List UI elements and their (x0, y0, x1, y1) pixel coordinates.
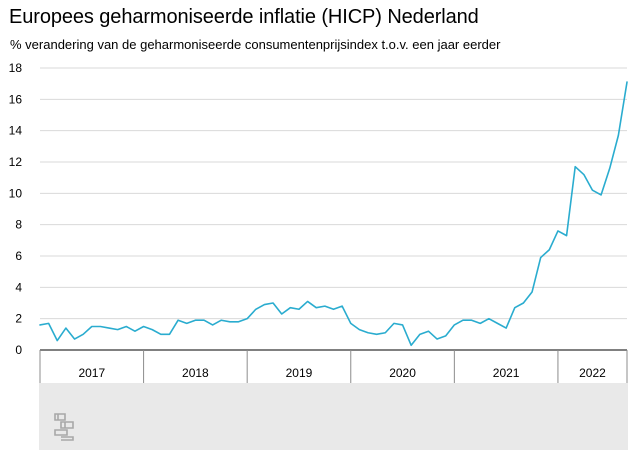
y-tick-label: 8 (15, 218, 22, 232)
y-tick-label: 10 (9, 186, 23, 200)
y-tick-label: 0 (15, 343, 22, 357)
y-tick-label: 4 (15, 280, 22, 294)
line-chart: 0 2 4 6 8 10 12 14 16 18 2017 2018 2019 2020 2021 2022 (9, 61, 628, 383)
chart-subtitle: % verandering van de geharmoniseerde con… (10, 37, 501, 52)
y-tick-label: 14 (9, 124, 23, 138)
gridlines (40, 67, 627, 320)
x-axis-band (39, 349, 628, 383)
x-year-label: 2020 (389, 366, 416, 380)
series-group (39, 81, 628, 347)
x-year-label: 2022 (579, 366, 606, 380)
footer-band (39, 383, 628, 450)
cbs-logo-icon (54, 413, 74, 441)
y-axis-ticks: 0 2 4 6 8 10 12 14 16 18 (9, 61, 23, 357)
x-axis-labels: 2017 2018 2019 2020 2021 2022 (78, 366, 606, 380)
y-tick-label: 2 (15, 312, 22, 326)
x-year-label: 2017 (78, 366, 105, 380)
x-year-label: 2018 (182, 366, 209, 380)
y-tick-label: 18 (9, 61, 23, 75)
y-tick-label: 12 (9, 155, 23, 169)
x-year-label: 2021 (493, 366, 520, 380)
series-line (39, 81, 628, 347)
y-tick-label: 6 (15, 249, 22, 263)
y-tick-label: 16 (9, 92, 23, 106)
x-year-label: 2019 (286, 366, 313, 380)
chart-title: Europees geharmoniseerde inflatie (HICP)… (9, 6, 479, 28)
